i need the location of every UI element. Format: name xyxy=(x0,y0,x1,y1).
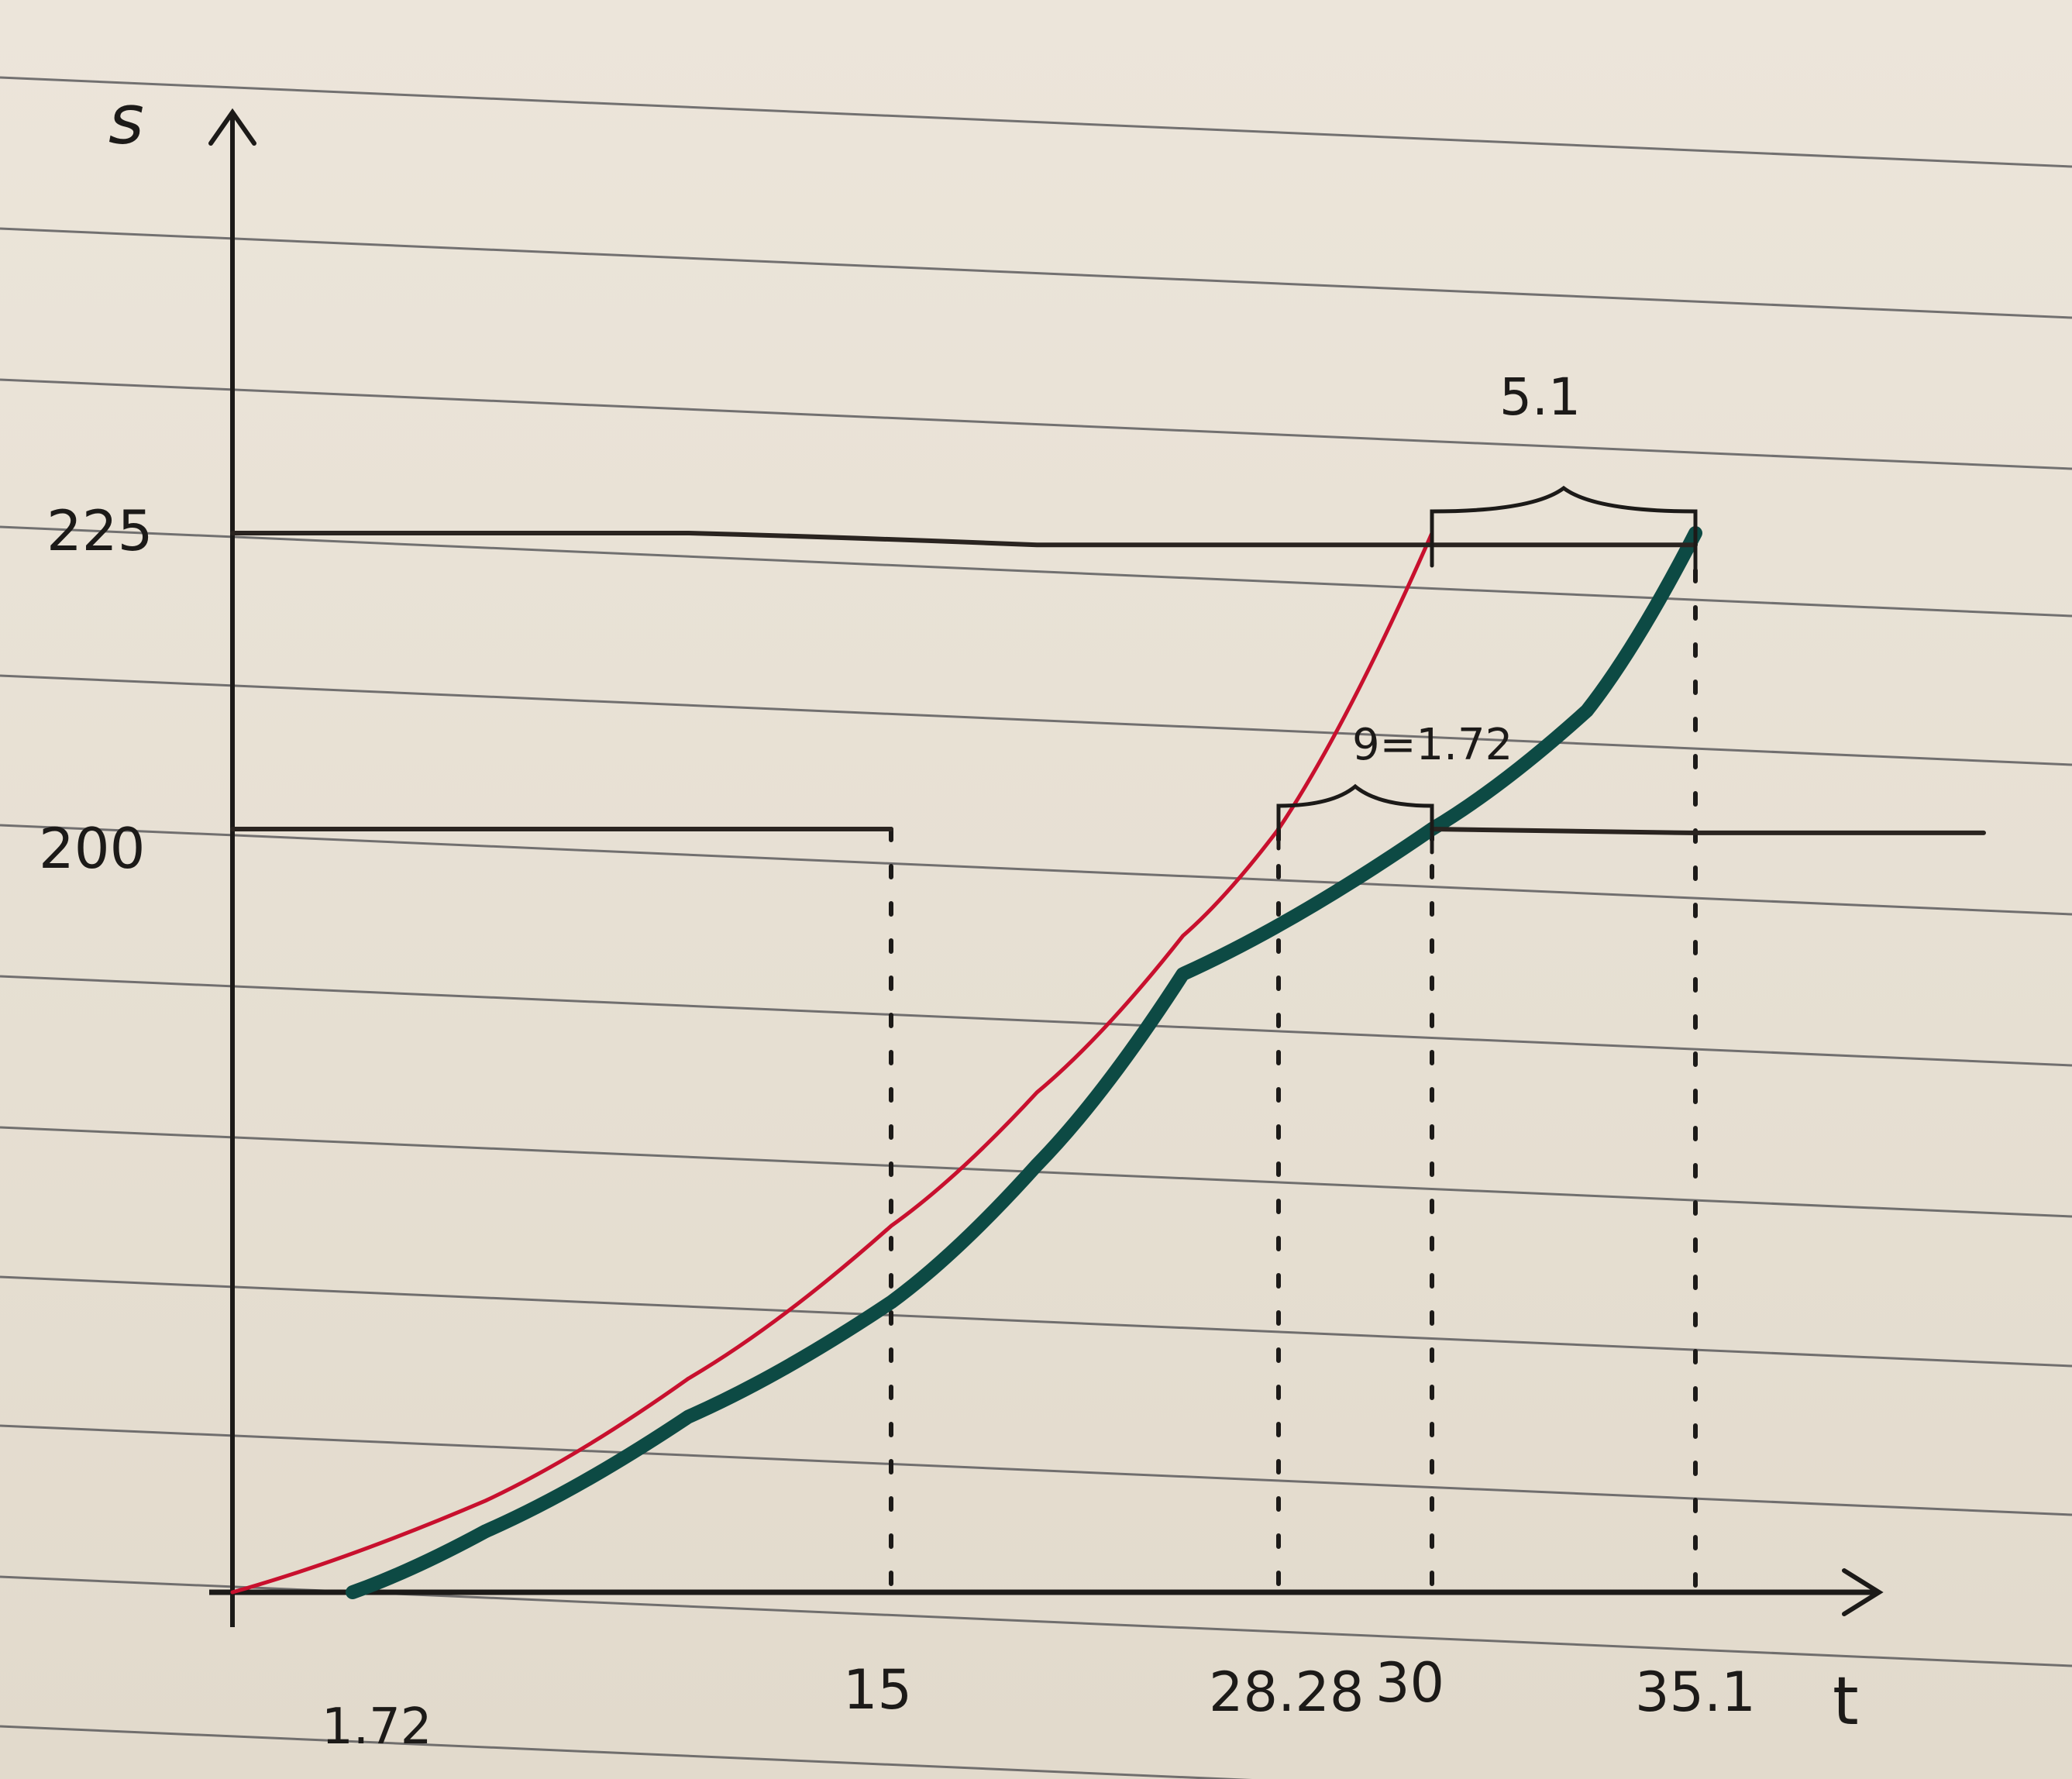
series-red-curve xyxy=(230,531,1434,1595)
series-green-curve xyxy=(346,526,1702,1599)
ruled-line-4 xyxy=(0,674,2072,766)
ruled-line-5 xyxy=(0,824,2072,916)
x-tick-label-30: 30 xyxy=(1375,1651,1444,1715)
series-level-200-right xyxy=(1430,827,1986,835)
y-axis-label: s xyxy=(108,80,144,160)
brace-1-72 xyxy=(1276,783,1434,855)
ruled-line-6 xyxy=(0,975,2072,1067)
brace-5-1 xyxy=(1430,485,1698,576)
braces xyxy=(1276,485,1698,855)
ruled-line-8 xyxy=(0,1275,2072,1368)
y-tick-label-200: 200 xyxy=(39,816,145,881)
x-axis-label: t xyxy=(1833,1663,1859,1740)
x-tick-label-1-72: 1.72 xyxy=(322,1698,432,1756)
ruled-line-3 xyxy=(0,525,2072,618)
series-level-225 xyxy=(230,530,1698,548)
x-axis-arrow xyxy=(1842,1568,1884,1616)
axes xyxy=(208,108,1884,1627)
annotation-5-1: 5.1 xyxy=(1499,367,1581,427)
y-tick-label-225: 225 xyxy=(46,498,153,563)
ruled-line-2 xyxy=(0,378,2072,470)
ruled-line-1 xyxy=(0,227,2072,319)
annotation-9-1-72: 9=1.72 xyxy=(1352,720,1513,770)
x-tick-label-35-1: 35.1 xyxy=(1635,1660,1756,1724)
ruled-line-9 xyxy=(0,1424,2072,1516)
series-layer xyxy=(230,526,1986,1599)
ruled-line-0 xyxy=(0,76,2072,168)
dotted-guides xyxy=(889,531,1698,1595)
x-tick-label-28-28: 28.28 xyxy=(1209,1660,1364,1724)
x-tick-label-15: 15 xyxy=(843,1658,912,1722)
y-axis-arrow xyxy=(208,108,256,146)
ruled-line-11 xyxy=(0,1725,1253,1779)
ruled-lines xyxy=(0,76,2072,1779)
